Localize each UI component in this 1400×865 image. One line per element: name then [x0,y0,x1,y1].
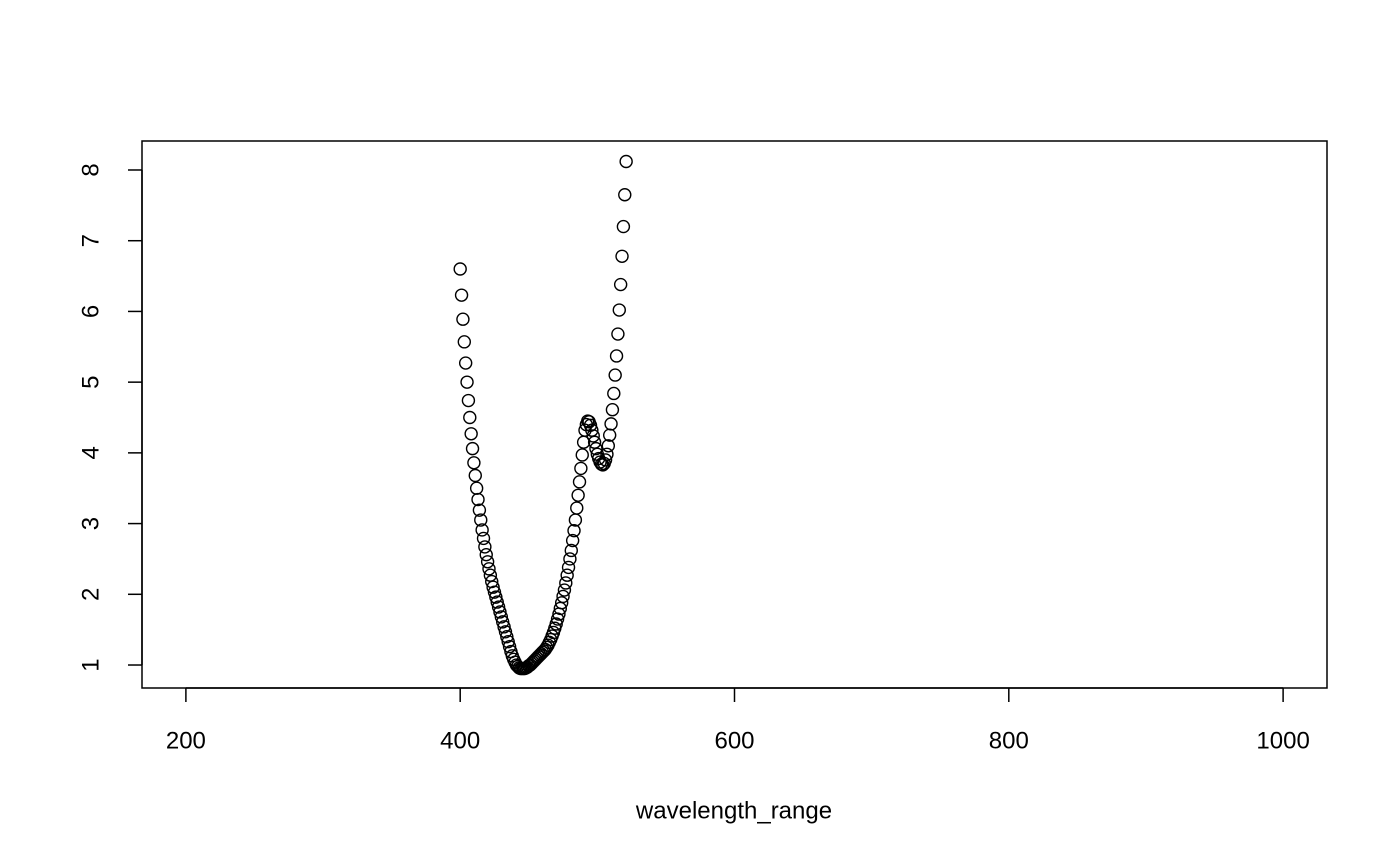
x-tick-label: 200 [166,727,206,754]
point [457,335,472,349]
point [460,375,474,389]
point [501,634,515,649]
point [618,188,632,202]
point [494,610,509,624]
point [616,219,631,234]
y-tick-label: 6 [77,305,104,318]
point [605,403,620,417]
x-tick-label: 800 [989,727,1029,754]
point [564,543,578,558]
point [472,503,487,517]
point [613,277,628,292]
point [471,492,485,507]
y-tick-label: 1 [77,658,104,671]
point [496,615,510,629]
point [570,501,584,515]
point [549,617,563,631]
point [611,327,625,341]
point [571,488,585,502]
point [454,288,469,302]
y-tick-label: 7 [77,234,104,247]
y-tick-label: 3 [77,517,104,530]
point [557,583,572,597]
point [572,475,587,489]
x-tick-label: 1000 [1256,727,1309,754]
point [607,386,621,401]
point [601,439,616,453]
point [469,481,484,495]
y-tick-label: 4 [77,446,104,459]
point [608,368,622,382]
point [490,595,504,609]
point [586,429,600,443]
point [574,461,588,476]
point [468,468,482,483]
point [561,560,576,575]
point [609,349,624,363]
point [456,312,470,326]
point [474,513,488,527]
point [560,568,574,582]
point [491,600,506,614]
point [567,523,581,538]
point [563,552,577,566]
point [486,580,500,594]
point [475,523,489,537]
point [565,533,580,548]
point [498,625,513,639]
y-tick-label: 2 [77,588,104,601]
point [589,441,603,456]
point [500,630,514,644]
point [461,393,476,408]
point [453,262,467,276]
point [575,448,589,462]
point [497,620,511,634]
point [464,427,478,441]
point [556,589,570,604]
point [604,417,618,431]
point [502,639,517,654]
point [487,585,502,599]
point [612,303,626,317]
y-tick-label: 8 [77,163,104,176]
y-tick-label: 5 [77,375,104,388]
point [489,590,503,604]
x-tick-label: 400 [440,727,480,754]
point [554,596,569,610]
point [478,540,492,554]
point [458,356,473,370]
point [465,441,480,456]
point [600,447,614,461]
x-tick-label: 600 [714,727,754,754]
point [619,154,633,169]
point [480,555,495,569]
point [476,531,491,546]
point [463,410,477,425]
point [598,453,613,467]
point [559,576,573,590]
point [482,562,496,576]
x-axis-label: wavelength_range [635,797,832,824]
plot-frame [141,140,1328,689]
point [615,249,629,263]
point [479,547,493,562]
point [467,456,481,470]
point [493,605,507,619]
